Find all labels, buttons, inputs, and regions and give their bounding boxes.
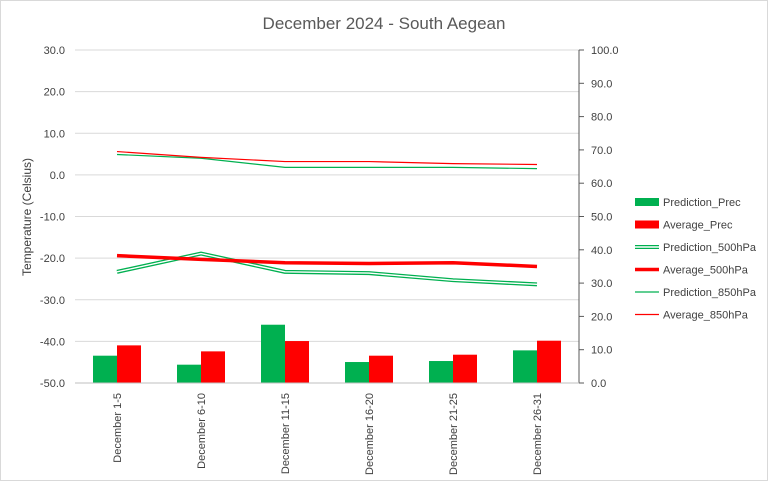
bar-average-prec (537, 340, 561, 383)
y-right-tick-label: 70.0 (591, 145, 612, 157)
bar-prediction-prec (513, 350, 537, 383)
y-axis-title: Temperature (Celsius) (20, 158, 34, 276)
y-right-tick-label: 0.0 (591, 378, 606, 390)
line-series-layer (116, 150, 538, 287)
bar-prediction-prec (429, 361, 453, 383)
line-prediction-500hpa-inner (116, 252, 538, 286)
legend-average-500hpa-label: Average_500hPa (663, 265, 749, 277)
y-left-tick-label: 0.0 (50, 170, 65, 182)
bar-series-layer (93, 324, 561, 383)
gridlines (75, 49, 579, 384)
x-tick-label: December 1-5 (112, 393, 124, 463)
y-left-tick-label: -20.0 (40, 253, 65, 265)
legend-average-850hpa-label: Average_850hPa (663, 310, 749, 322)
bar-prediction-prec (345, 362, 369, 383)
y-right-tick-label: 40.0 (591, 245, 612, 257)
line-prediction-850hpa (116, 153, 538, 170)
x-tick-label: December 16-20 (364, 393, 376, 475)
bar-average-prec (285, 341, 309, 383)
x-tick-label: December 11-15 (280, 393, 292, 474)
x-tick-label: December 6-10 (196, 393, 208, 469)
y-left-tick-label: 30.0 (44, 45, 65, 57)
y-right-tick-label: 50.0 (591, 212, 612, 224)
y-left-tick-label: -40.0 (40, 336, 65, 348)
x-tick-label: December 26-31 (532, 393, 544, 475)
y-right-tick-label: 20.0 (591, 311, 612, 323)
axes: 30.0 20.0 10.0 0.0 -10.0 -20.0 -30.0 -40.0 -50.0… (40, 45, 619, 475)
legend-average-prec-swatch (635, 220, 659, 229)
y-left-tick-label: -30.0 (40, 295, 65, 307)
bar-prediction-prec (261, 324, 285, 383)
y-left-tick-label: -50.0 (40, 378, 65, 390)
legend-prediction-prec-swatch (635, 198, 659, 206)
y-left-tick-label: 10.0 (44, 128, 65, 140)
legend-average-prec-label: Average_Prec (663, 220, 733, 232)
x-tick-label: December 21-25 (448, 393, 460, 475)
line-average-500hpa (116, 253, 538, 269)
y-right-tick-label: 60.0 (591, 178, 612, 190)
legend: Prediction_Prec Average_Prec Prediction_50… (635, 197, 757, 322)
legend-prediction-500hpa-label: Prediction_500hPa (663, 242, 757, 254)
chart-title: December 2024 - South Aegean (263, 14, 506, 33)
y-right-tick-label: 80.0 (591, 112, 612, 124)
legend-prediction-prec-label: Prediction_Prec (663, 197, 741, 209)
y-right-tick-label: 90.0 (591, 78, 612, 90)
bar-average-prec (201, 351, 225, 383)
bar-average-prec (369, 355, 393, 383)
y-right-tick-label: 10.0 (591, 345, 612, 357)
line-average-850hpa (116, 150, 538, 166)
y-left-tick-label: 20.0 (44, 87, 65, 99)
bar-prediction-prec (93, 355, 117, 383)
y-left-tick-label: -10.0 (40, 212, 65, 224)
bar-prediction-prec (177, 364, 201, 383)
legend-prediction-850hpa-label: Prediction_850hPa (663, 287, 757, 299)
bar-average-prec (117, 345, 141, 383)
y-right-tick-label: 100.0 (591, 45, 619, 57)
bar-average-prec (453, 354, 477, 383)
y-right-tick-label: 30.0 (591, 278, 612, 290)
